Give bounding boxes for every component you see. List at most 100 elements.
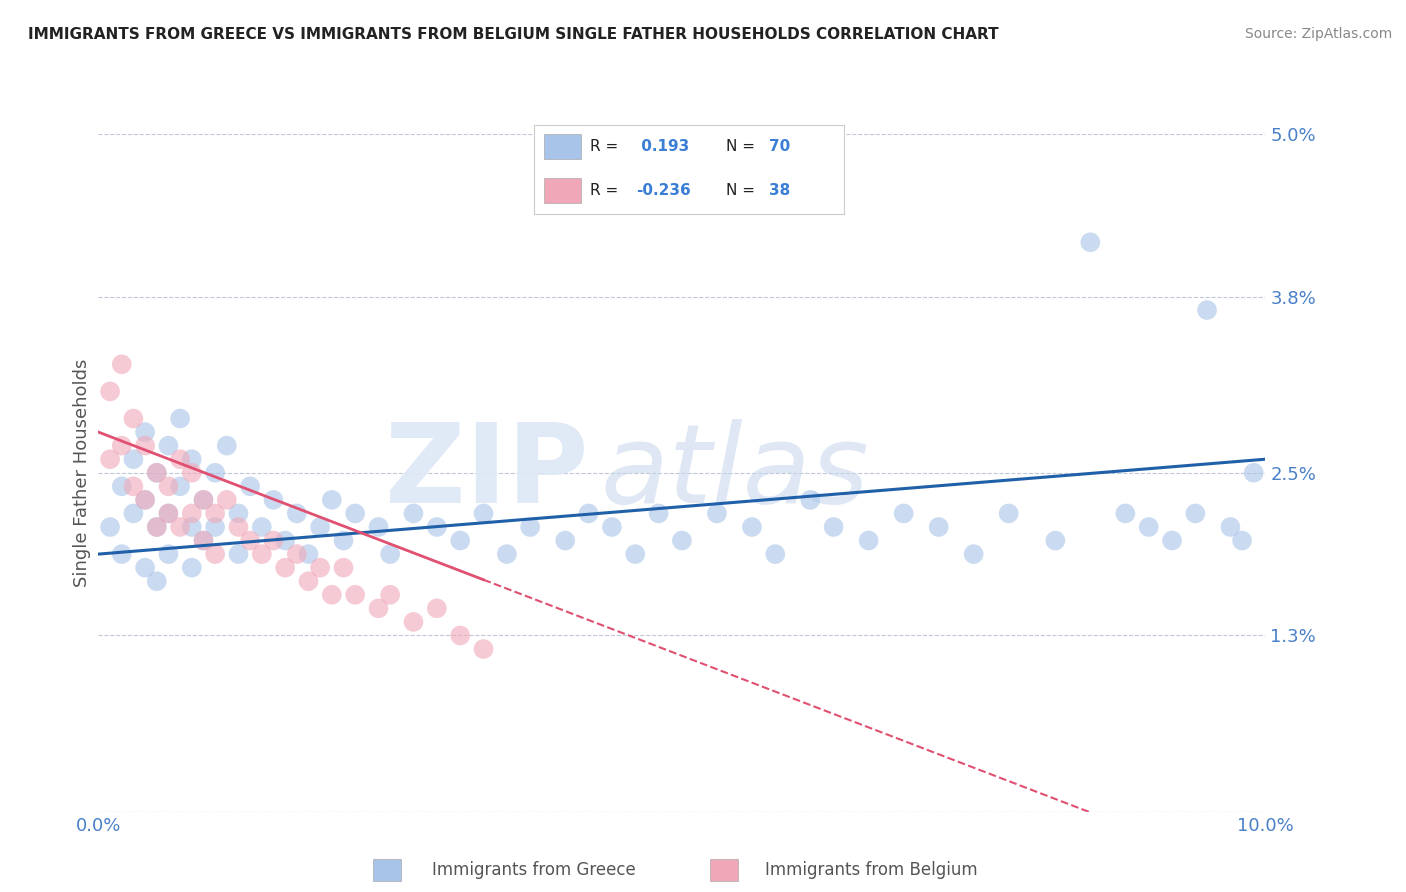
Point	[146, 520, 169, 534]
Point	[1045, 533, 1067, 548]
Text: R =: R =	[591, 184, 623, 198]
Point	[250, 547, 273, 561]
Point	[111, 439, 134, 453]
Point	[378, 547, 402, 561]
Point	[763, 547, 786, 561]
Point	[204, 507, 226, 521]
Point	[624, 547, 647, 561]
Point	[193, 533, 215, 548]
Point	[426, 520, 449, 534]
Point	[823, 520, 845, 534]
Bar	[544, 178, 581, 203]
Point	[1243, 466, 1265, 480]
Point	[706, 507, 728, 521]
Text: 70: 70	[769, 139, 790, 153]
Point	[169, 411, 191, 425]
Point	[274, 533, 297, 548]
Point	[169, 520, 191, 534]
Point	[122, 411, 145, 425]
Point	[600, 520, 623, 534]
Point	[228, 507, 250, 521]
Point	[449, 533, 471, 548]
Text: ZIP: ZIP	[385, 419, 589, 526]
Point	[204, 547, 226, 561]
Text: atlas: atlas	[600, 419, 869, 526]
Point	[1195, 303, 1218, 318]
Point	[285, 507, 308, 521]
Point	[554, 533, 576, 548]
Point	[274, 560, 297, 574]
Point	[297, 547, 319, 561]
Point	[262, 492, 284, 507]
Point	[134, 560, 156, 574]
Point	[297, 574, 319, 589]
Point	[1184, 507, 1206, 521]
Point	[134, 492, 156, 507]
Point	[122, 452, 145, 467]
Point	[146, 466, 169, 480]
Point	[193, 492, 215, 507]
Point	[402, 615, 425, 629]
Point	[180, 560, 202, 574]
Point	[180, 452, 202, 467]
Point	[193, 492, 215, 507]
Point	[122, 507, 145, 521]
Text: Source: ZipAtlas.com: Source: ZipAtlas.com	[1244, 27, 1392, 41]
Point	[98, 520, 121, 534]
Point	[309, 520, 332, 534]
Point	[1114, 507, 1136, 521]
Bar	[544, 134, 581, 159]
Point	[157, 507, 180, 521]
Point	[367, 520, 389, 534]
Point	[962, 547, 984, 561]
Point	[1137, 520, 1160, 534]
Point	[122, 479, 145, 493]
Point	[134, 492, 156, 507]
Point	[321, 588, 343, 602]
Point	[671, 533, 693, 548]
Point	[426, 601, 449, 615]
Text: -0.236: -0.236	[637, 184, 692, 198]
Text: R =: R =	[591, 139, 623, 153]
Point	[262, 533, 284, 548]
Point	[858, 533, 880, 548]
Point	[1080, 235, 1102, 250]
Point	[169, 452, 191, 467]
Text: N =: N =	[725, 139, 759, 153]
Point	[309, 560, 332, 574]
Point	[367, 601, 389, 615]
Point	[228, 547, 250, 561]
Text: Immigrants from Greece: Immigrants from Greece	[433, 861, 636, 879]
Text: 0.193: 0.193	[637, 139, 689, 153]
Point	[928, 520, 950, 534]
Point	[332, 533, 354, 548]
Point	[204, 520, 226, 534]
Point	[98, 384, 121, 399]
Point	[180, 520, 202, 534]
Point	[250, 520, 273, 534]
Point	[134, 439, 156, 453]
Point	[321, 492, 343, 507]
Text: Immigrants from Belgium: Immigrants from Belgium	[765, 861, 979, 879]
Point	[228, 520, 250, 534]
Point	[157, 507, 180, 521]
Point	[111, 479, 134, 493]
Point	[472, 642, 495, 657]
Text: 38: 38	[769, 184, 790, 198]
Point	[180, 466, 202, 480]
Text: IMMIGRANTS FROM GREECE VS IMMIGRANTS FROM BELGIUM SINGLE FATHER HOUSEHOLDS CORRE: IMMIGRANTS FROM GREECE VS IMMIGRANTS FRO…	[28, 27, 998, 42]
Point	[578, 507, 600, 521]
Y-axis label: Single Father Households: Single Father Households	[73, 359, 91, 587]
Point	[111, 547, 134, 561]
Point	[180, 507, 202, 521]
Point	[146, 574, 169, 589]
Point	[157, 439, 180, 453]
Point	[519, 520, 541, 534]
Text: N =: N =	[725, 184, 759, 198]
Point	[449, 628, 471, 642]
Point	[799, 492, 821, 507]
Point	[344, 507, 367, 521]
Point	[215, 439, 238, 453]
Point	[1161, 533, 1184, 548]
Point	[647, 507, 669, 521]
